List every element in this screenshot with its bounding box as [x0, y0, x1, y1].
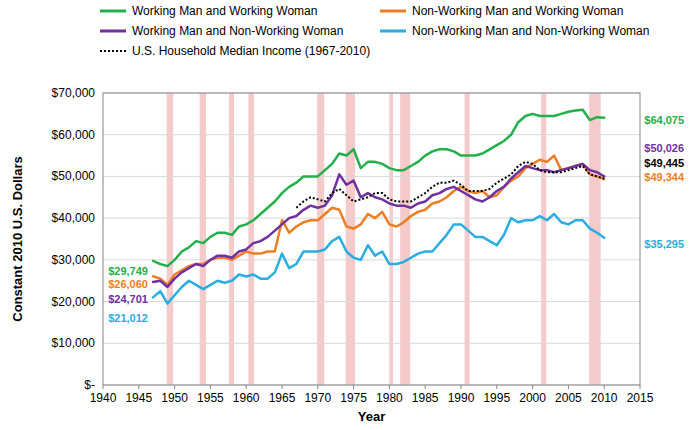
legend-label: Working Man and Non-Working Woman: [132, 24, 343, 38]
x-tick: [174, 385, 175, 389]
recession-band: [229, 93, 234, 385]
recession-band: [589, 93, 600, 385]
grid-line: [103, 259, 640, 260]
x-tick-label: 2005: [555, 391, 582, 405]
value-annotation: $64,075: [644, 114, 684, 126]
series-line: [296, 162, 604, 208]
recession-band: [200, 93, 206, 385]
legend-swatch: [380, 10, 406, 13]
value-annotation: $49,445: [644, 157, 684, 169]
x-tick: [138, 385, 139, 389]
legend-swatch: [100, 10, 126, 13]
x-tick-label: 1980: [376, 391, 403, 405]
legend-label: Non-Working Man and Working Woman: [412, 4, 623, 18]
x-tick: [353, 385, 354, 389]
y-tick-label: $60,000: [52, 128, 96, 142]
grid-line: [103, 343, 640, 344]
grid-line: [103, 134, 640, 135]
x-tick-label: 1960: [233, 391, 260, 405]
y-tick-label: $70,000: [52, 86, 96, 100]
recession-band: [167, 93, 173, 385]
value-annotation: $35,295: [644, 238, 684, 250]
value-annotation: $50,026: [644, 142, 684, 154]
x-tick-label: 1985: [412, 391, 439, 405]
x-tick: [210, 385, 211, 389]
x-tick: [640, 385, 641, 389]
y-tick-label: $50,000: [52, 169, 96, 183]
series-line: [153, 110, 604, 266]
recession-band: [400, 93, 410, 385]
grid-line: [103, 301, 640, 302]
legend-swatch: [100, 50, 126, 52]
y-tick-label: $-: [84, 378, 95, 392]
x-tick-label: 2000: [519, 391, 546, 405]
x-tick: [246, 385, 247, 389]
value-annotation: $21,012: [108, 312, 148, 324]
x-tick-label: 1945: [125, 391, 152, 405]
recession-band: [389, 93, 393, 385]
x-tick-label: 1975: [340, 391, 367, 405]
legend-swatch: [380, 30, 406, 33]
x-tick-label: 1965: [269, 391, 296, 405]
x-tick: [496, 385, 497, 389]
recession-band: [317, 93, 324, 385]
legend-label: Non-Working Man and Non-Working Woman: [412, 24, 649, 38]
legend: Working Man and Working Woman Non-Working…: [100, 4, 649, 58]
x-axis-label: Year: [358, 409, 385, 424]
recession-band: [541, 93, 546, 385]
legend-swatch: [100, 30, 126, 33]
recession-band: [248, 93, 254, 385]
x-tick: [103, 385, 104, 389]
legend-label: Working Man and Working Woman: [132, 4, 317, 18]
grid-line: [103, 176, 640, 177]
y-tick-label: $30,000: [52, 253, 96, 267]
plot-frame: [103, 93, 640, 385]
x-tick-label: 1990: [448, 391, 475, 405]
x-tick-label: 1970: [304, 391, 331, 405]
value-annotation: $49,344: [644, 171, 685, 183]
x-tick: [532, 385, 533, 389]
x-tick: [461, 385, 462, 389]
series-line: [153, 164, 604, 287]
y-tick-label: $40,000: [52, 211, 96, 225]
x-tick-label: 1950: [161, 391, 188, 405]
y-tick-label: $20,000: [52, 295, 96, 309]
x-tick-label: 2010: [591, 391, 618, 405]
recession-band: [465, 93, 470, 385]
series-line: [153, 156, 604, 285]
value-annotation: $26,060: [108, 278, 148, 290]
x-tick-label: 1995: [483, 391, 510, 405]
value-annotation: $29,749: [108, 265, 148, 277]
recession-bands: [167, 93, 601, 385]
series-line: [153, 214, 604, 304]
y-tick-label: $10,000: [52, 336, 96, 350]
x-tick-label: 1940: [90, 391, 117, 405]
x-tick: [317, 385, 318, 389]
x-tick: [604, 385, 605, 389]
recession-band: [346, 93, 355, 385]
x-tick: [389, 385, 390, 389]
y-axis-label: Constant 2010 U.S. Dollars: [10, 156, 25, 321]
chart: $- $10,000 $20,000 $30,000 $40,000 $50,000 $60…: [0, 0, 690, 430]
series-lines: [153, 110, 604, 304]
x-tick: [568, 385, 569, 389]
value-annotation: $24,701: [108, 293, 148, 305]
x-tick: [425, 385, 426, 389]
x-tick-label: 1955: [197, 391, 224, 405]
x-tick: [282, 385, 283, 389]
x-tick-label: 2015: [627, 391, 654, 405]
legend-label: U.S. Household Median Income (1967-2010): [132, 44, 370, 58]
